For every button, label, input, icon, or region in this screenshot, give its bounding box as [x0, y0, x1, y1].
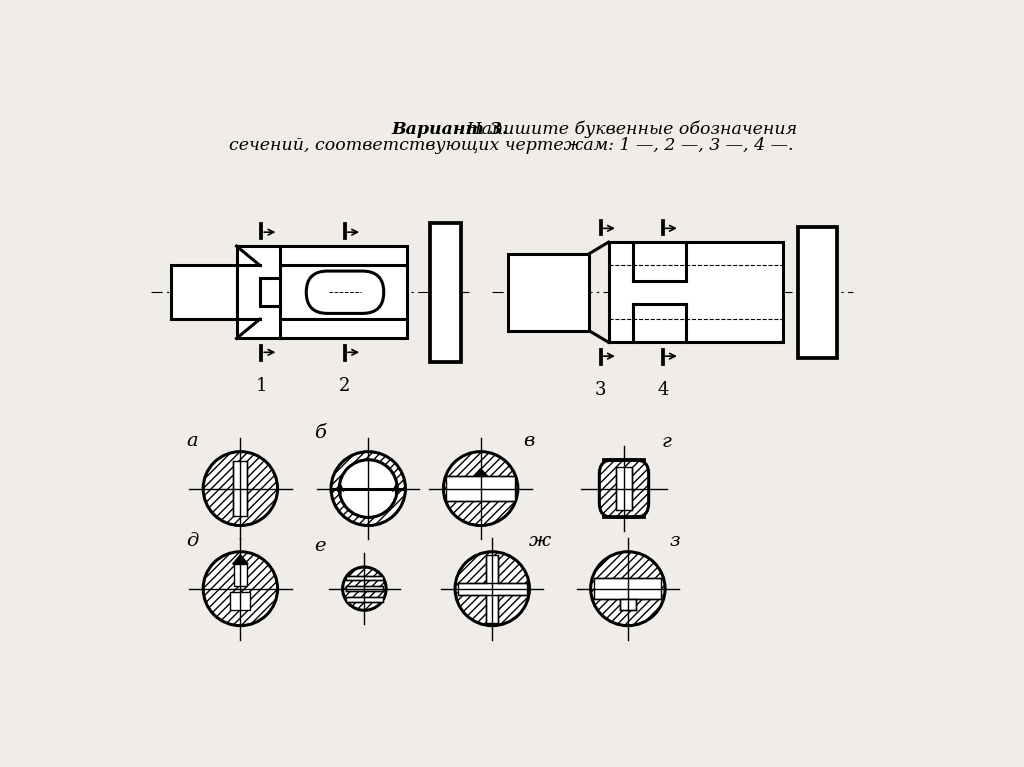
Text: Напишите буквенные обозначения: Напишите буквенные обозначения: [461, 120, 798, 138]
Circle shape: [331, 452, 406, 525]
Bar: [234, 564, 247, 586]
Circle shape: [203, 452, 278, 525]
Text: сечений, соответствующих чертежам: 1 —, 2 —, 3 —, 4 —.: сечений, соответствующих чертежам: 1 —, …: [228, 137, 794, 154]
Text: 1: 1: [256, 377, 267, 395]
Polygon shape: [232, 555, 248, 564]
FancyBboxPatch shape: [599, 459, 648, 518]
Circle shape: [443, 452, 518, 525]
Circle shape: [203, 551, 278, 626]
Circle shape: [343, 567, 386, 611]
Bar: [430, 223, 461, 361]
Text: 2: 2: [339, 377, 350, 395]
Text: в: в: [523, 432, 535, 450]
Bar: [346, 575, 383, 580]
Bar: [486, 555, 499, 623]
Polygon shape: [474, 469, 487, 476]
Text: е: е: [313, 538, 326, 555]
Bar: [616, 467, 632, 510]
Circle shape: [591, 551, 665, 626]
Text: ж: ж: [529, 532, 551, 550]
FancyBboxPatch shape: [306, 271, 384, 314]
Text: з: з: [669, 532, 680, 550]
Bar: [621, 600, 636, 611]
Bar: [446, 476, 515, 501]
Bar: [458, 582, 526, 595]
Text: 4: 4: [657, 380, 669, 399]
Bar: [260, 278, 280, 306]
Bar: [171, 265, 237, 319]
Bar: [233, 461, 248, 516]
Bar: [346, 597, 383, 602]
Text: Вариант 3.: Вариант 3.: [391, 120, 509, 137]
Text: 3: 3: [595, 380, 606, 399]
Bar: [508, 254, 589, 331]
Circle shape: [455, 551, 529, 626]
Bar: [594, 578, 662, 600]
Circle shape: [339, 459, 397, 518]
Text: д: д: [186, 532, 199, 550]
Bar: [799, 227, 838, 357]
Bar: [608, 242, 783, 342]
Text: г: г: [662, 433, 672, 452]
Bar: [230, 592, 251, 611]
Bar: [237, 246, 407, 338]
Text: а: а: [186, 432, 198, 450]
Bar: [346, 587, 383, 591]
Text: б: б: [314, 424, 326, 442]
